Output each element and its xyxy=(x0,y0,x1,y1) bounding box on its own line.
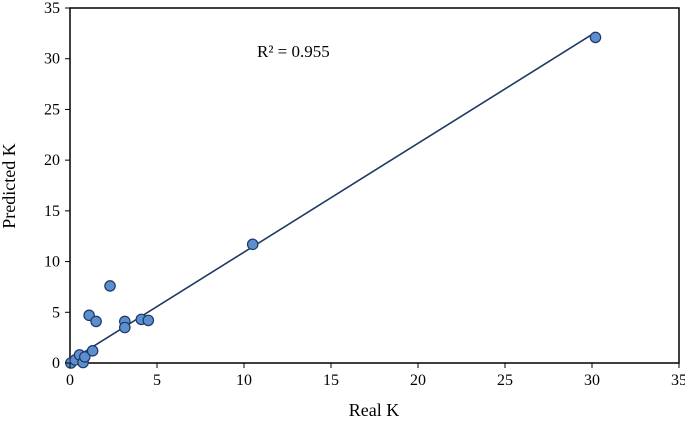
x-axis-title: Real K xyxy=(349,400,399,420)
data-point xyxy=(119,321,131,334)
x-tick-label: 20 xyxy=(410,372,426,389)
data-point xyxy=(104,280,116,292)
y-tick-label: 30 xyxy=(44,51,60,68)
y-tick-label: 35 xyxy=(44,0,60,17)
y-tick-label: 10 xyxy=(44,254,60,271)
x-tick-label: 35 xyxy=(671,372,685,389)
x-axis-ticks: 0 5 10 15 20 25 30 35 xyxy=(66,363,685,389)
trendline xyxy=(69,31,596,362)
data-point xyxy=(90,315,102,328)
y-axis-title: Predicted K xyxy=(0,143,19,228)
data-point xyxy=(86,345,99,357)
x-tick-label: 5 xyxy=(153,372,161,389)
y-tick-label: 5 xyxy=(52,304,60,321)
x-tick-label: 30 xyxy=(584,372,600,389)
y-tick-label: 25 xyxy=(44,101,60,118)
x-tick-label: 0 xyxy=(66,372,74,389)
plot-area-frame xyxy=(69,7,680,364)
y-tick-label: 20 xyxy=(44,152,60,169)
x-tick-label: 10 xyxy=(236,372,252,389)
x-tick-label: 25 xyxy=(497,372,513,389)
data-point xyxy=(246,238,259,251)
y-tick-label: 15 xyxy=(44,203,60,220)
y-tick-label: 0 xyxy=(52,355,60,372)
x-tick-label: 15 xyxy=(323,372,339,389)
data-points-layer xyxy=(65,31,602,369)
y-axis-ticks: 0 5 10 15 20 25 30 35 xyxy=(44,0,70,372)
r-squared-annotation: R² = 0.955 xyxy=(257,42,330,61)
data-point xyxy=(589,31,602,44)
data-point xyxy=(142,314,155,327)
trendline-layer xyxy=(69,31,596,362)
data-point xyxy=(78,351,91,363)
